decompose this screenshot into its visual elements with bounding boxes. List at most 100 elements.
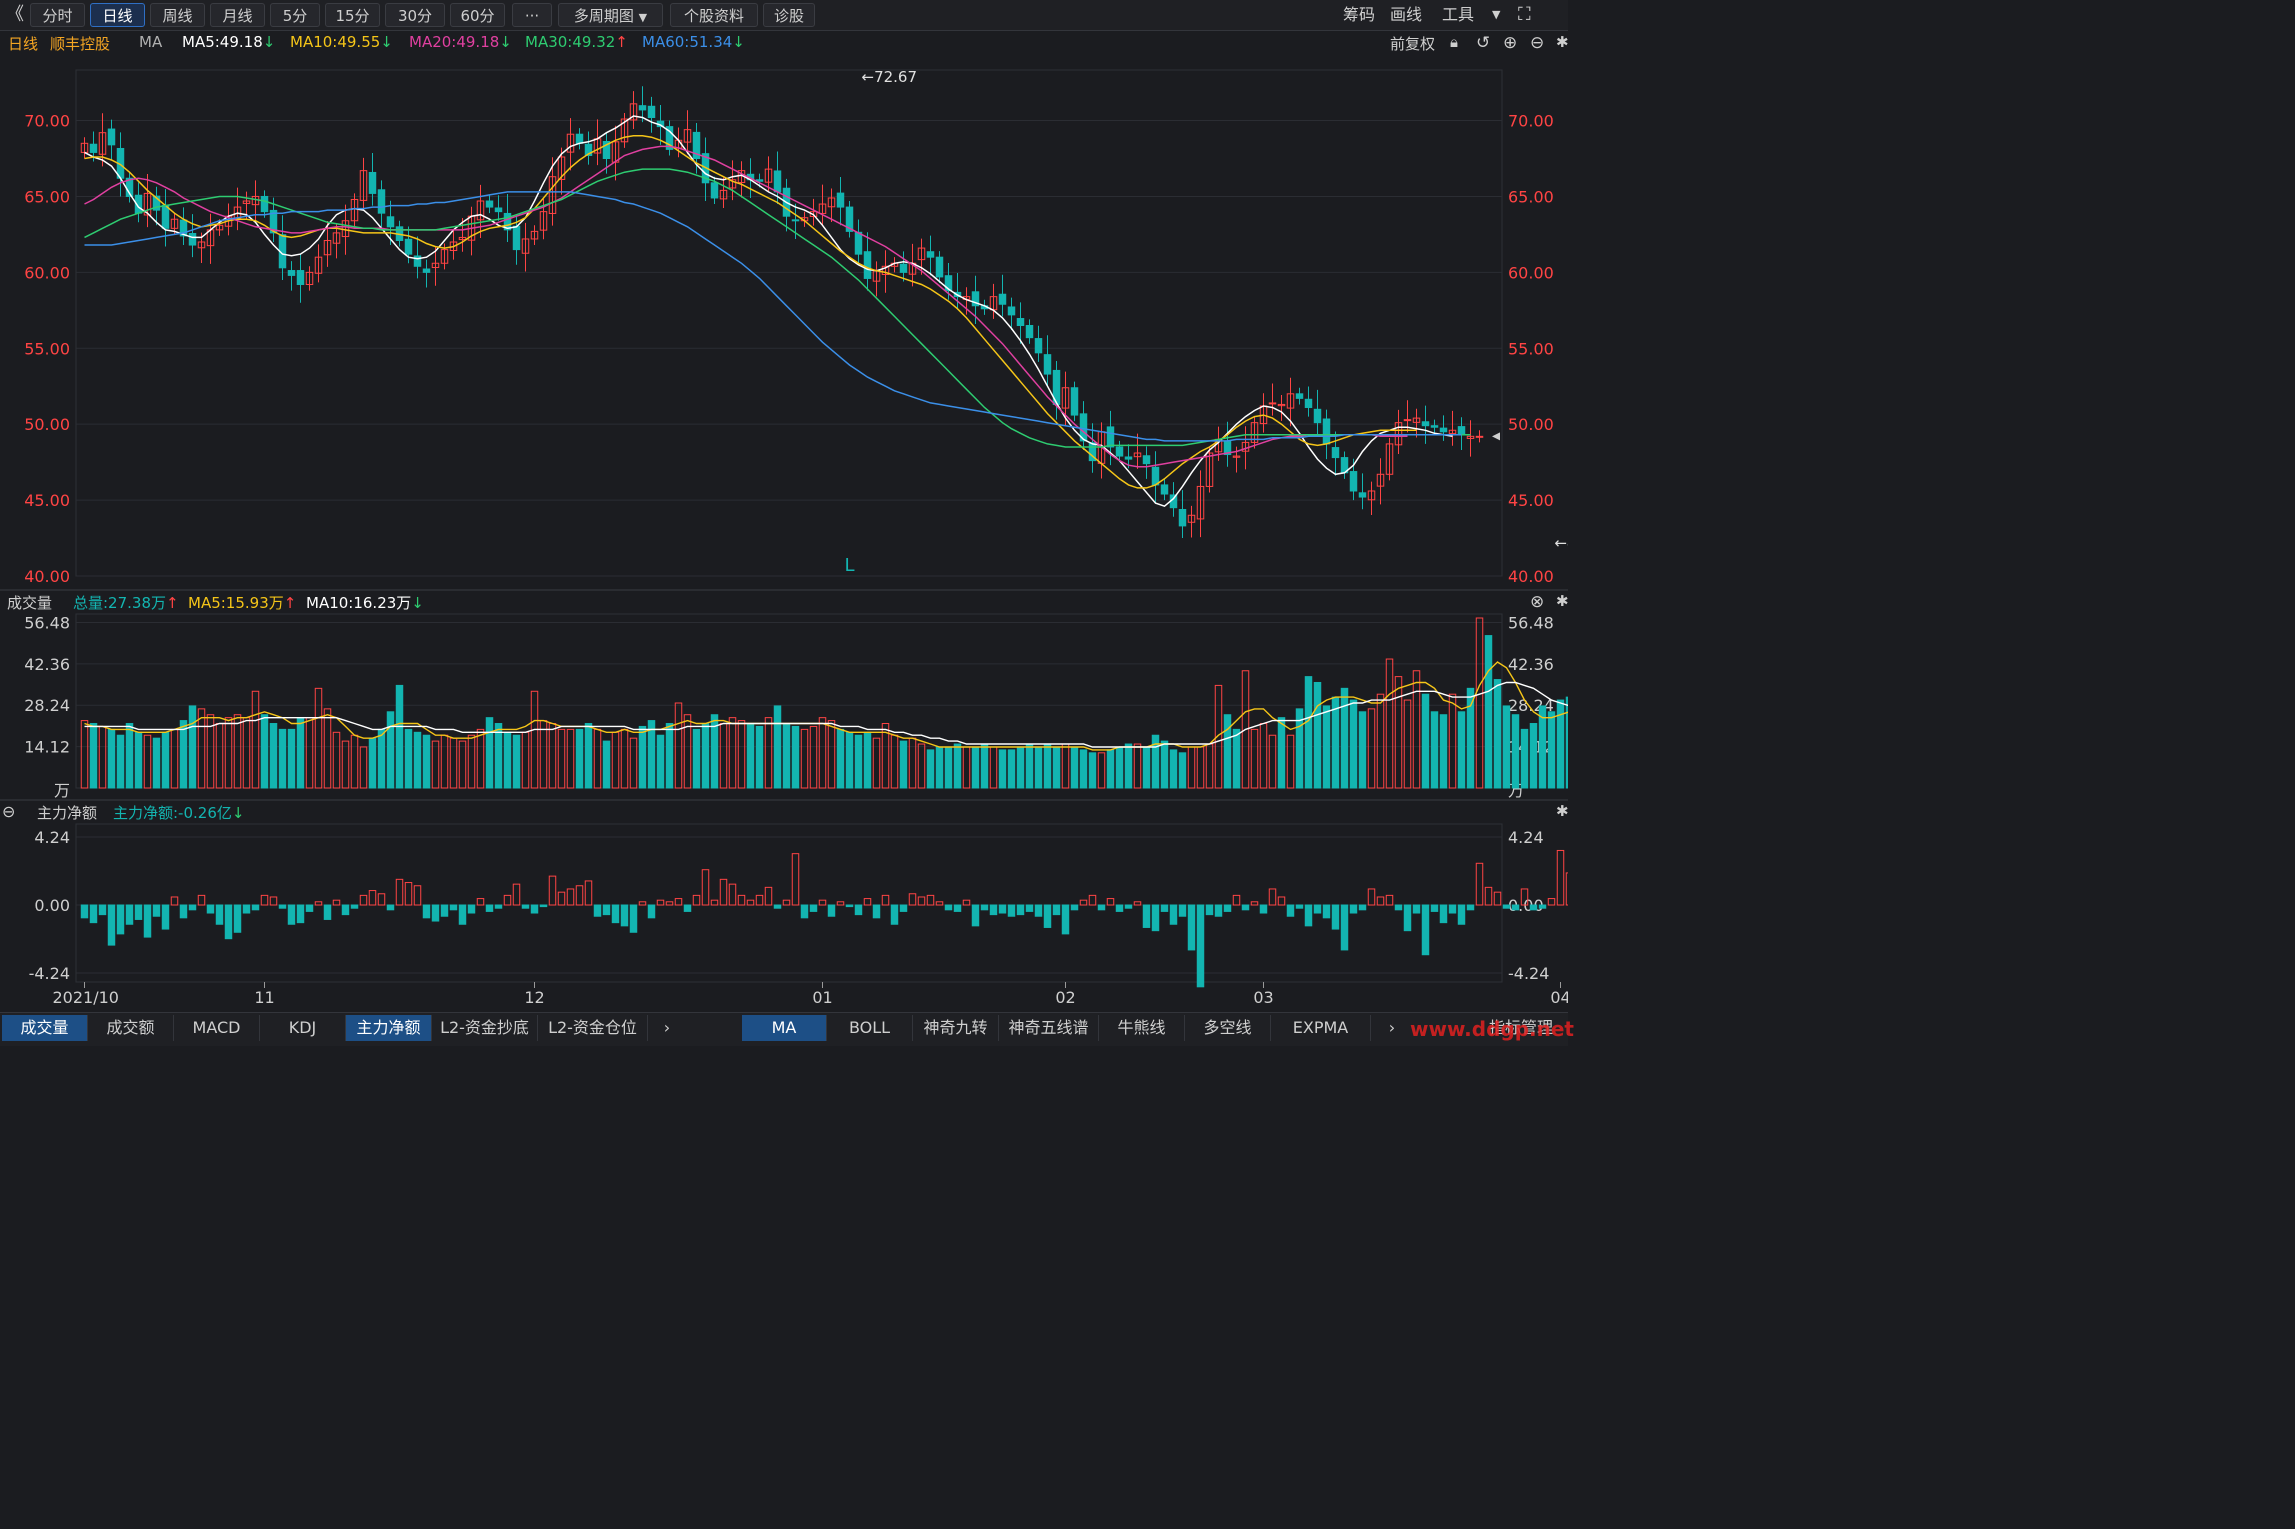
diagnose-button[interactable]: 诊股 — [763, 3, 815, 27]
scroll-right-icon[interactable]: › — [663, 1018, 671, 1037]
back-icon[interactable]: 《 — [6, 4, 24, 25]
period-tab-monthly[interactable]: 月线 — [210, 3, 265, 27]
candle-body — [557, 156, 566, 180]
zoom-in-icon[interactable]: ⊕ — [1503, 33, 1518, 53]
flow-bar — [962, 899, 971, 906]
tab-bull-bear[interactable]: 牛熊线 — [1099, 1015, 1185, 1041]
volume-bar — [116, 734, 125, 789]
volume-bar — [1025, 743, 1034, 789]
volume-bar — [386, 711, 395, 789]
flow-bar — [179, 904, 188, 919]
flow-bar — [305, 904, 314, 912]
stock-chart[interactable]: 70.00 70.00 65.00 65.00 60.00 60.00 55.00 55.00… — [0, 0, 1568, 1012]
flow-tick-label-left: -4.24 — [29, 964, 70, 983]
zoom-out-icon[interactable]: ⊖ — [1530, 33, 1545, 53]
flow-settings-icon[interactable]: ✱ — [1556, 802, 1569, 820]
period-tab-5min[interactable]: 5分 — [270, 3, 320, 27]
flow-bar — [566, 888, 575, 906]
tab-long-short[interactable]: 多空线 — [1185, 1015, 1271, 1041]
volume-bar — [206, 714, 215, 789]
tab-l2-position[interactable]: L2-资金仓位 — [538, 1015, 648, 1041]
volume-bar — [503, 731, 512, 789]
volume-ma5: MA5:15.93万↑ — [188, 594, 297, 612]
volume-bar — [332, 731, 341, 789]
index-mgmt-button[interactable]: 指标管理 — [1488, 1018, 1553, 1037]
scroll-right-2-icon[interactable]: › — [1388, 1018, 1396, 1037]
tools-dropdown-icon[interactable]: ▼ — [1492, 8, 1501, 21]
collapse-icon[interactable]: ⊖ — [2, 802, 16, 821]
stock-info-button[interactable]: 个股资料 — [670, 3, 758, 27]
tab-magic-nine[interactable]: 神奇九转 — [913, 1015, 999, 1041]
volume-bar — [1358, 711, 1367, 789]
price-tick-label-right: 50.00 — [1508, 415, 1554, 434]
panel-settings-icon[interactable]: ✱ — [1556, 592, 1569, 610]
flow-bar — [251, 904, 260, 911]
flow-bar — [170, 896, 179, 906]
volume-bar — [701, 723, 710, 789]
close-panel-icon[interactable]: ⊗ — [1530, 592, 1545, 612]
period-tab-daily[interactable]: 日线 — [90, 3, 145, 27]
flow-bar — [413, 885, 422, 906]
tab-magic-five[interactable]: 神奇五线谱 — [999, 1015, 1099, 1041]
volume-bar — [1475, 617, 1484, 789]
tab-main-flow[interactable]: 主力净额 — [346, 1015, 432, 1041]
tab-volume[interactable]: 成交量 — [2, 1015, 88, 1041]
volume-bar — [1259, 723, 1268, 789]
tab-macd[interactable]: MACD — [174, 1015, 260, 1041]
candle-body — [971, 291, 980, 307]
flow-title[interactable]: 主力净额 — [37, 804, 98, 822]
period-tab-15min[interactable]: 15分 — [325, 3, 380, 27]
period-tab-weekly[interactable]: 周线 — [150, 3, 205, 27]
candle-body — [494, 207, 503, 213]
flow-bar — [1196, 904, 1205, 988]
volume-bar — [1106, 749, 1115, 789]
period-tab-30min[interactable]: 30分 — [385, 3, 445, 27]
flow-bar — [1358, 904, 1367, 911]
flow-bar — [755, 894, 764, 906]
flow-header: ⊖ 主力净额 主力净额:-0.26亿↓ ✱ — [0, 802, 1569, 824]
candle-body — [1403, 419, 1412, 422]
indicator-name[interactable]: MA — [139, 33, 163, 51]
tab-l2-bottom[interactable]: L2-资金抄底 — [432, 1015, 538, 1041]
volume-title[interactable]: 成交量 — [7, 594, 53, 612]
draw-line-button[interactable]: 画线 — [1390, 5, 1423, 24]
volume-bar — [1205, 743, 1214, 789]
tab-ma[interactable]: MA — [742, 1015, 827, 1041]
period-tab-fenshi[interactable]: 分时 — [30, 3, 85, 27]
chips-button[interactable]: 筹码 — [1343, 5, 1376, 24]
volume-bar — [908, 737, 917, 789]
price-tick-label-right: 65.00 — [1508, 187, 1554, 206]
volume-bar — [485, 717, 494, 789]
multi-period-dropdown[interactable]: 多周期图 ▼ — [558, 3, 663, 27]
volume-bar — [1376, 693, 1385, 789]
tab-expma[interactable]: EXPMA — [1271, 1015, 1371, 1041]
fullscreen-icon[interactable]: ⛶ — [1518, 4, 1531, 25]
candle-body — [386, 216, 395, 228]
lock-icon[interactable]: 🔒︎ — [1450, 33, 1458, 51]
more-periods-button[interactable]: ··· — [512, 3, 552, 27]
settings-icon[interactable]: ✱ — [1556, 33, 1569, 51]
flow-bar — [521, 904, 530, 909]
tab-boll[interactable]: BOLL — [827, 1015, 913, 1041]
flow-bar — [377, 893, 386, 906]
flow-bar — [638, 901, 647, 906]
flow-bar — [1430, 904, 1439, 912]
flow-bar — [908, 893, 917, 906]
adjust-button[interactable]: 前复权 — [1390, 35, 1436, 53]
candle-body — [368, 171, 377, 194]
tools-button[interactable]: 工具 — [1442, 5, 1475, 24]
flow-bar — [1304, 904, 1313, 927]
flow-bar — [1097, 904, 1106, 911]
period-tab-60min[interactable]: 60分 — [450, 3, 505, 27]
candle-body — [1439, 427, 1448, 433]
volume-bar — [296, 717, 305, 789]
flow-bar — [710, 899, 719, 906]
flow-bar — [701, 869, 710, 906]
tab-kdj[interactable]: KDJ — [260, 1015, 346, 1041]
volume-bar — [593, 728, 602, 789]
tab-turnover[interactable]: 成交额 — [88, 1015, 174, 1041]
flow-bar — [1016, 904, 1025, 916]
undo-icon[interactable]: ↺ — [1476, 33, 1491, 53]
volume-bar — [710, 714, 719, 789]
flow-bar — [1223, 904, 1232, 912]
